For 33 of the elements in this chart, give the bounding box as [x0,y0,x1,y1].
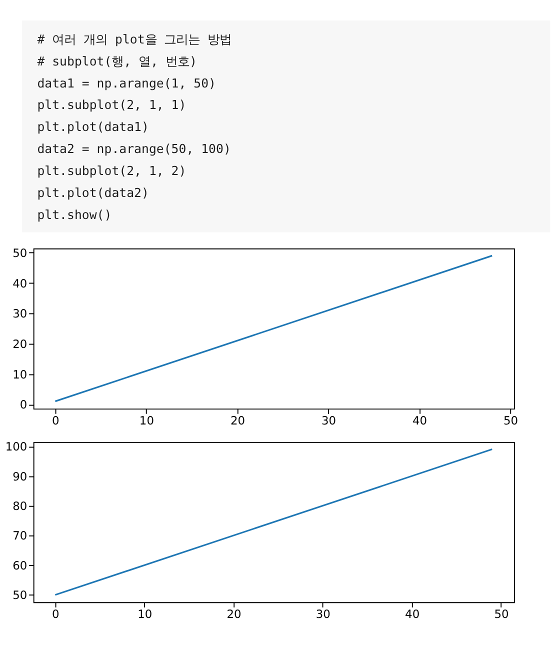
text: data2 = np.arange(50, 100) [37,141,231,156]
x-tick-label: 10 [138,606,152,621]
y-tick-label: 0 [20,398,28,412]
y-tick-label: 90 [12,469,28,484]
x-tick-label: 50 [504,413,518,428]
text: # subplot(행, 열, 번호) [37,53,197,68]
y-tick-label: 30 [12,306,28,321]
y-tick-label: 20 [12,336,28,351]
x-tick-label: 10 [139,413,154,428]
x-tick-label: 40 [405,606,420,621]
text: plt.plot(data1) [37,119,149,134]
x-tick-label: 50 [494,606,509,621]
y-tick-label: 60 [12,558,28,572]
y-tick-label: 50 [12,588,28,602]
y-tick-label: 80 [12,499,28,514]
x-tick-label: 30 [316,606,330,621]
text: # 여러 개의 plot을 그리는 방법 [37,31,232,46]
x-tick-label: 0 [52,413,60,428]
y-tick-label: 40 [12,276,28,290]
x-tick-label: 0 [52,606,60,621]
x-tick-label: 30 [321,413,336,428]
y-tick-label: 50 [12,246,28,260]
text: plt.show() [37,206,112,222]
text: plt.plot(data2) [37,184,149,200]
text: plt.subplot(2, 1, 1) [37,97,186,112]
text: data1 = np.arange(1, 50) [37,75,216,90]
x-tick-label: 40 [412,413,428,428]
text: plt.subplot(2, 1, 2) [37,162,186,178]
y-tick-label: 10 [12,367,28,382]
x-tick-label: 20 [226,606,242,621]
y-tick-label: 70 [12,528,28,543]
x-tick-label: 20 [230,413,246,428]
y-tick-label: 100 [5,440,28,454]
